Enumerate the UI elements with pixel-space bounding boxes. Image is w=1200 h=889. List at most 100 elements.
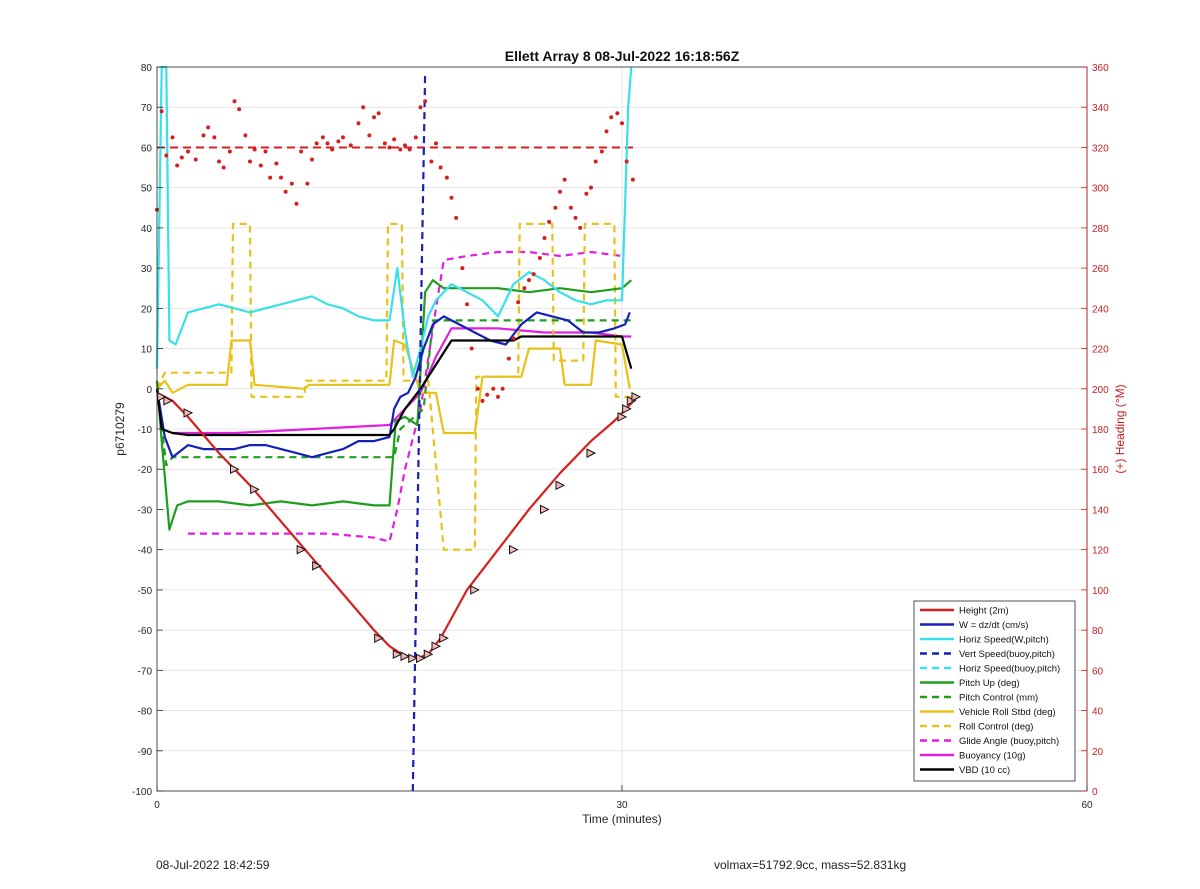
height-marker-0: [157, 392, 167, 402]
heading-point-89: [624, 159, 629, 164]
y-tick-label-12: 20: [141, 304, 153, 315]
heading-point-24: [283, 189, 288, 194]
y-tick-label-3: -70: [138, 666, 153, 677]
legend-label-10: Buoyancy (10g): [959, 751, 1026, 762]
heading-point-49: [418, 105, 423, 110]
y2-tick-label-5: 100: [1092, 586, 1109, 597]
heading-point-34: [336, 139, 341, 144]
footer-timestamp: 08-Jul-2022 18:42:59: [156, 858, 270, 872]
heading-point-85: [604, 129, 609, 134]
height-marker-12: [423, 649, 434, 660]
series-line-11: [155, 335, 633, 437]
height-marker-9: [400, 651, 411, 662]
heading-point-15: [237, 107, 242, 112]
right-axis-ticks: 0 20 40 60 80 100 120 140 160 180 200 220 240 260 280 3…: [1081, 63, 1109, 798]
height-marker-3: [230, 464, 240, 475]
height-marker-13: [431, 641, 442, 652]
heading-point-23: [279, 175, 283, 180]
series-line-9: [188, 250, 623, 543]
y-tick-label-9: -10: [138, 425, 153, 436]
heading-point-63: [491, 386, 496, 391]
heading-point-13: [227, 149, 232, 154]
legend-label-0: Height (2m): [959, 606, 1009, 617]
height-marker-21: [622, 404, 632, 414]
y-tick-label-13: 30: [141, 264, 153, 275]
y2-axis-label: (+) Heading (°M): [1113, 384, 1127, 473]
heading-point-72: [537, 256, 542, 261]
heading-point-10: [212, 135, 217, 140]
y-tick-label-1: -90: [138, 747, 153, 758]
heading-point-55: [449, 195, 454, 200]
heading-point-46: [403, 143, 407, 148]
legend-label-4: Horiz Speed(buoy,pitch): [959, 664, 1060, 675]
heading-point-32: [325, 141, 330, 146]
y2-tick-label-2: 40: [1092, 707, 1104, 718]
height-marker-15: [470, 585, 480, 595]
heading-point-51: [429, 159, 434, 164]
legend-label-3: Vert Speed(buoy,pitch): [959, 649, 1055, 660]
heading-point-70: [527, 278, 531, 283]
y2-tick-label-6: 120: [1092, 546, 1109, 557]
heading-point-36: [348, 143, 353, 148]
heading-point-61: [480, 398, 485, 403]
y-tick-label-2: -80: [138, 707, 153, 718]
heading-point-42: [382, 141, 387, 146]
heading-point-77: [562, 177, 567, 182]
heading-point-80: [578, 225, 583, 230]
heading-point-86: [609, 115, 614, 120]
heading-point-67: [511, 336, 516, 341]
y-tick-label-4: -60: [138, 626, 153, 637]
heading-point-4: [175, 163, 180, 168]
height-marker-16: [509, 544, 519, 555]
heading-point-59: [469, 346, 474, 351]
heading-point-83: [593, 159, 598, 164]
height-marker-22: [626, 396, 637, 406]
y2-tick-label-8: 160: [1092, 465, 1109, 476]
heading-point-6: [186, 149, 190, 154]
y2-tick-label-3: 60: [1092, 666, 1104, 677]
series-line-8: [156, 222, 638, 551]
series-line-2: [155, 65, 633, 378]
height-marker-1: [163, 396, 173, 406]
height-marker-10: [408, 653, 418, 664]
height-marker-7: [374, 633, 384, 643]
legend-label-9: Glide Angle (buoy,pitch): [959, 736, 1059, 747]
height-marker-18: [555, 480, 566, 491]
heading-point-33: [330, 147, 335, 152]
heading-point-12: [221, 165, 226, 170]
y-tick-label-5: -50: [138, 586, 153, 597]
x-tick-label-2: 60: [1081, 800, 1093, 811]
y2-tick-label-17: 340: [1092, 103, 1109, 114]
heading-point-54: [444, 175, 449, 180]
heading-point-78: [568, 205, 573, 210]
y2-tick-label-10: 200: [1092, 385, 1109, 396]
heading-point-18: [252, 147, 257, 152]
y-tick-label-14: 40: [141, 224, 153, 235]
y-tick-label-18: 80: [141, 63, 153, 74]
x-tick-label-1: 30: [616, 800, 628, 811]
heading-point-37: [356, 121, 361, 126]
series-line-7: [156, 339, 631, 435]
height-marker-20: [617, 412, 628, 422]
series-line-1: [155, 311, 631, 459]
heading-point-21: [268, 175, 273, 180]
heading-point-84: [599, 149, 604, 154]
x-tick-label-0: 0: [154, 800, 160, 811]
legend-label-6: Pitch Control (mm): [959, 693, 1038, 704]
legend-label-2: Horiz Speed(W,pitch): [959, 635, 1049, 646]
heading-point-45: [398, 147, 403, 152]
heading-point-22: [274, 161, 279, 166]
heading-point-30: [314, 141, 319, 146]
heading-point-57: [460, 266, 465, 271]
heading-point-8: [201, 133, 206, 138]
series-line-6: [155, 319, 635, 467]
heading-point-3: [170, 135, 175, 140]
height-marker-19: [586, 448, 597, 458]
heading-point-28: [305, 181, 310, 186]
heading-point-79: [573, 215, 578, 220]
y2-tick-label-1: 20: [1092, 747, 1104, 758]
heading-point-16: [243, 133, 248, 138]
y-tick-label-0: -100: [132, 787, 152, 798]
heading-point-31: [320, 135, 325, 140]
height-marker-11: [416, 653, 426, 664]
